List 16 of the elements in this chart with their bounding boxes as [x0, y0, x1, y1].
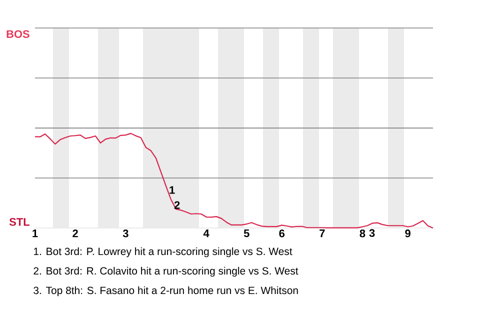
- x-tick-label: 1: [32, 230, 38, 238]
- x-tick-label: 9: [405, 230, 410, 238]
- text: 2. Bot 3rd: R. Colavito hit a run-scoring single vs S. West: [34, 266, 298, 277]
- text: STL: [9, 218, 30, 226]
- text: BOS: [6, 30, 30, 38]
- text: 1. Bot 3rd: P. Lowrey hit a run-scoring single vs S. West: [34, 247, 292, 258]
- x-tick-label: 3: [122, 230, 128, 238]
- x-tick-label: 4: [203, 230, 210, 238]
- annotation: 1: [170, 186, 175, 194]
- x-tick-label: 7: [320, 230, 325, 238]
- annotation: 2: [174, 201, 180, 209]
- text: 3. Top 8th: S. Fasano hit a 2-run home run vs E. Whitson: [34, 286, 298, 296]
- x-tick-label: 5: [244, 230, 250, 238]
- x-tick-label: 8: [360, 230, 366, 238]
- x-tick-label: 6: [279, 230, 285, 238]
- x-tick-label: 2: [72, 230, 78, 238]
